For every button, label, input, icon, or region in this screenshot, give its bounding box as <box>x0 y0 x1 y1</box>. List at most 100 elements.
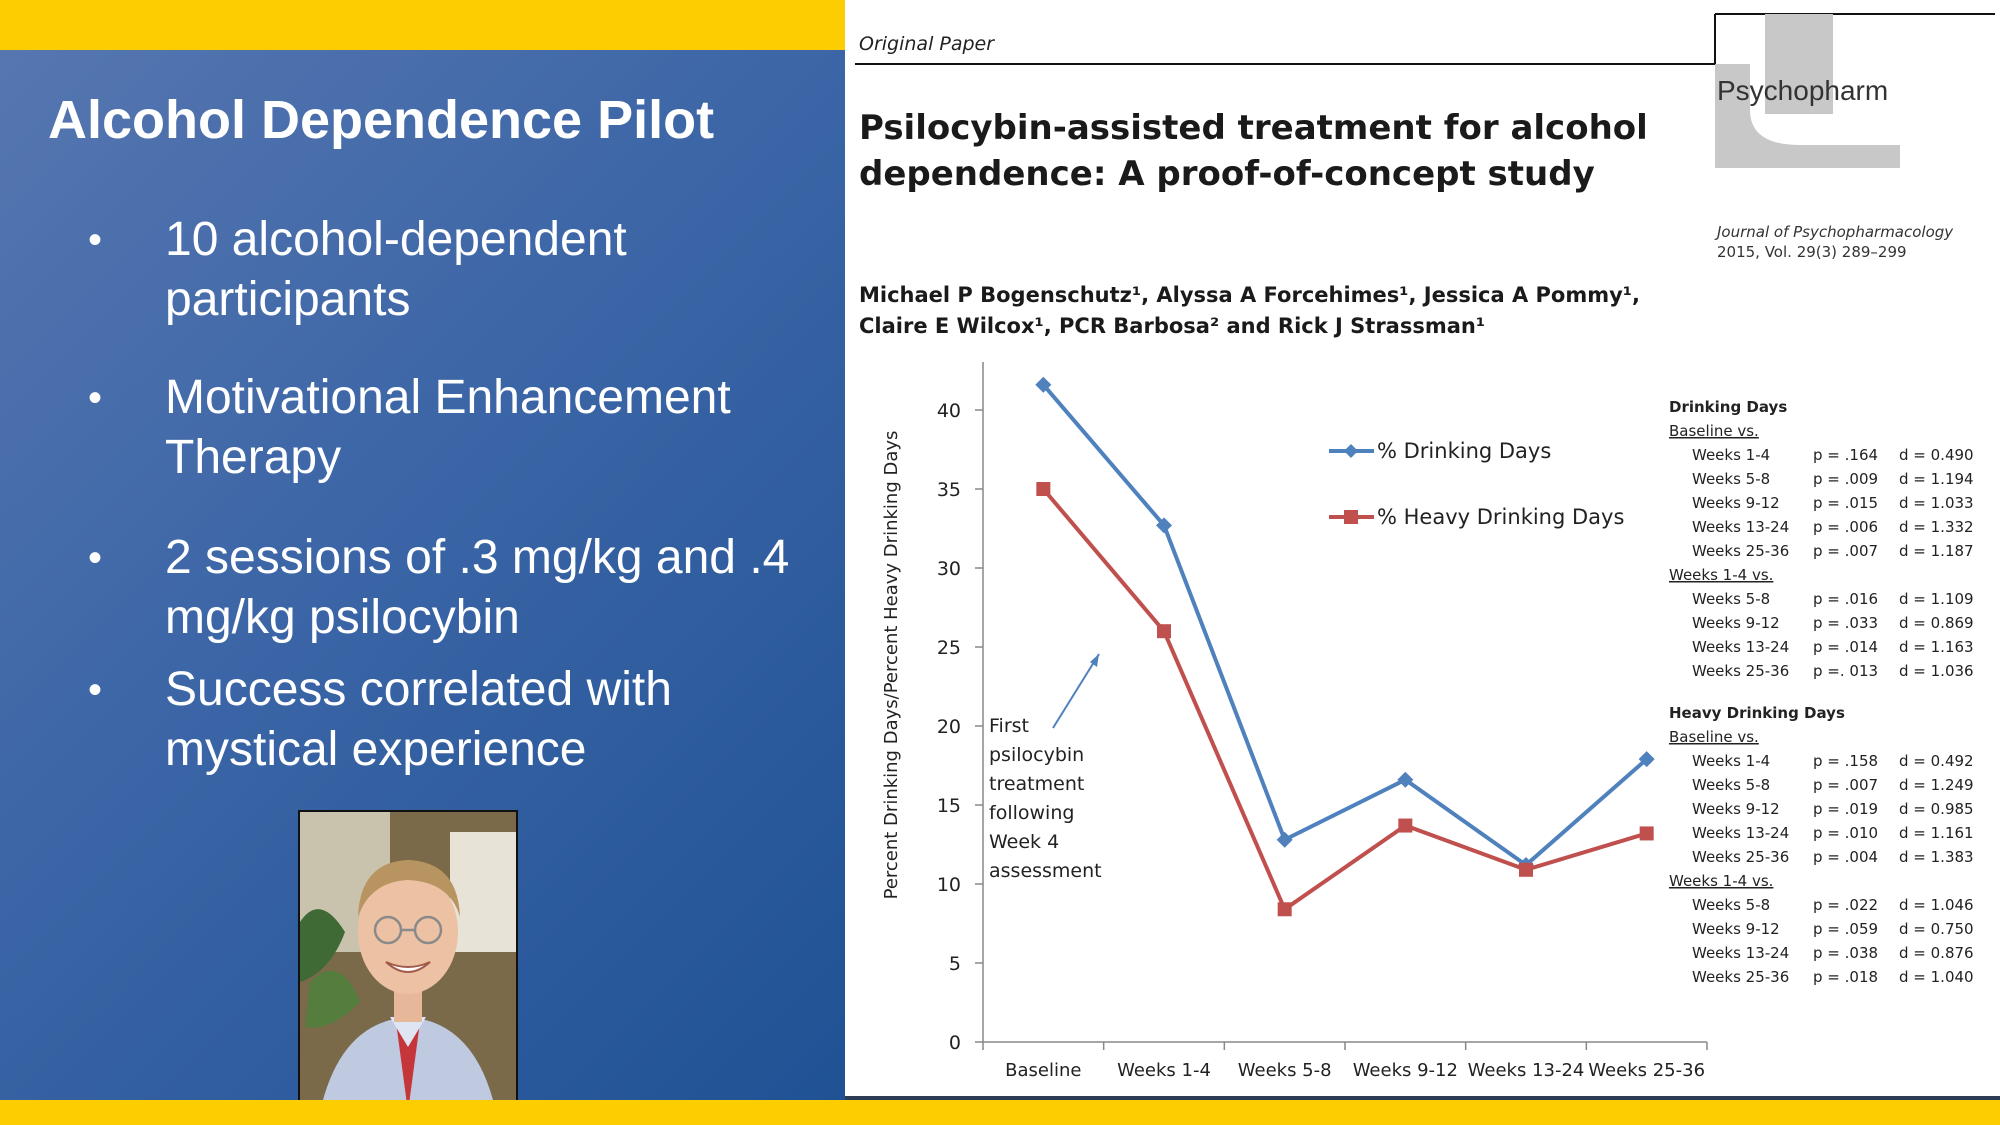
bullet-text: 2 sessions of .3 mg/kg and .4 mg/kg psil… <box>165 531 790 644</box>
y-tick-label: 35 <box>937 479 961 501</box>
stats-heading: Heavy Drinking Days <box>1669 704 1845 722</box>
annotation-text-line: First <box>989 715 1029 737</box>
stats-p-value: p = .007 <box>1813 776 1878 794</box>
y-tick-label: 20 <box>937 716 961 738</box>
annotation-arrow-line <box>1052 653 1100 729</box>
data-point-diamond <box>1035 376 1052 393</box>
stats-week: Weeks 13-24 <box>1692 944 1789 962</box>
annotation-text-line: Week 4 <box>989 831 1059 853</box>
stats-p-value: p = .038 <box>1813 944 1878 962</box>
slide-title: Alcohol Dependence Pilot <box>48 90 715 150</box>
paper-authors-line1: Michael P Bogenschutz¹, Alyssa A Forcehi… <box>859 283 1640 307</box>
annotation-text-line: assessment <box>989 860 1102 882</box>
paper-label: Original Paper <box>859 33 995 55</box>
bullet-marker: • <box>88 376 103 420</box>
stats-p-value: p =. 013 <box>1813 662 1878 680</box>
journal-issue: 2015, Vol. 29(3) 289–299 <box>1717 243 1907 261</box>
y-tick-label: 40 <box>937 400 961 422</box>
data-point-square <box>1036 482 1051 496</box>
x-tick-label: Weeks 25-36 <box>1588 1060 1705 1081</box>
journal-logo-text: Psychopharm <box>1717 75 1888 106</box>
data-point-diamond <box>1397 771 1414 788</box>
stats-d-value: d = 1.036 <box>1899 662 1974 680</box>
stats-d-value: d = 1.194 <box>1899 470 1974 488</box>
stats-week: Weeks 5-8 <box>1692 896 1770 914</box>
stats-d-value: d = 1.163 <box>1899 638 1974 656</box>
stats-week: Weeks 25-36 <box>1692 968 1789 986</box>
annotation-arrowhead <box>1090 654 1099 667</box>
stats-week: Weeks 25-36 <box>1692 662 1789 680</box>
stats-p-value: p = .014 <box>1813 638 1878 656</box>
y-tick-label: 10 <box>937 874 961 896</box>
bottom-dark-rule <box>845 1096 2000 1101</box>
y-tick-label: 0 <box>949 1032 961 1054</box>
paper-authors-line2: Claire E Wilcox¹, PCR Barbosa² and Rick … <box>859 314 1485 338</box>
series-line-2 <box>1041 487 1648 913</box>
stats-d-value: d = 1.332 <box>1899 518 1974 536</box>
stats-heading: Drinking Days <box>1669 398 1787 416</box>
stats-p-value: p = .022 <box>1813 896 1878 914</box>
stats-week: Weeks 1-4 <box>1692 752 1770 770</box>
data-point-diamond <box>1156 517 1172 534</box>
stats-p-value: p = .004 <box>1813 848 1878 866</box>
stats-week: Weeks 9-12 <box>1692 494 1780 512</box>
x-tick-label: Weeks 1-4 <box>1117 1060 1211 1081</box>
stats-p-value: p = .009 <box>1813 470 1878 488</box>
stats-p-value: p = .158 <box>1813 752 1878 770</box>
y-tick-label: 25 <box>937 637 961 659</box>
bullet-text: 10 alcohol-dependent participants <box>165 213 627 326</box>
chart-legend: % Drinking Days % Heavy Drinking Days <box>1329 439 1624 529</box>
stats-d-value: d = 0.985 <box>1899 800 1974 818</box>
legend-marker-diamond <box>1344 444 1358 458</box>
data-point-square <box>1519 862 1533 877</box>
bullet-marker: • <box>88 668 103 712</box>
stats-p-value: p = .018 <box>1813 968 1878 986</box>
portrait-photo <box>298 810 518 1114</box>
stats-p-value: p = .016 <box>1813 590 1878 608</box>
stats-p-value: p = .019 <box>1813 800 1878 818</box>
stats-week: Weeks 1-4 <box>1692 446 1770 464</box>
chart-plot-area: 0 5 10 15 20 25 30 35 40 Baseline Weeks 1-4 Weeks 5… <box>937 362 1708 1081</box>
stats-d-value: d = 1.187 <box>1899 542 1974 560</box>
stats-group-label: Baseline vs. <box>1669 728 1759 746</box>
bullet-list: • 10 alcohol-dependent participants • Mo… <box>0 0 845 1100</box>
bullet-text: Success correlated with mystical experie… <box>165 663 672 776</box>
stats-p-value: p = .164 <box>1813 446 1878 464</box>
stats-d-value: d = 1.383 <box>1899 848 1974 866</box>
stats-d-value: d = 0.492 <box>1899 752 1974 770</box>
journal-logo-bar <box>1765 14 1833 114</box>
stats-week: Weeks 13-24 <box>1692 638 1789 656</box>
stats-table: Drinking Days Baseline vs. Weeks 1-4 p = .1… <box>1669 398 1974 986</box>
legend-label: % Heavy Drinking Days <box>1377 505 1624 529</box>
stats-d-value: d = 0.869 <box>1899 614 1974 632</box>
x-tick-label: Weeks 5-8 <box>1238 1060 1332 1081</box>
paper-title-line1: Psilocybin-assisted treatment for alcoho… <box>859 108 1648 148</box>
stats-week: Weeks 5-8 <box>1692 590 1770 608</box>
paper-figure: Original Paper Psychopharm Journal of Ps… <box>855 13 1995 1081</box>
bullet-marker: • <box>88 218 103 262</box>
journal-name: Journal of Psychopharmacology <box>1714 223 1954 241</box>
stats-p-value: p = .007 <box>1813 542 1878 560</box>
stats-week: Weeks 25-36 <box>1692 542 1789 560</box>
stats-d-value: d = 0.876 <box>1899 944 1974 962</box>
data-point-diamond <box>1276 831 1293 848</box>
chart-annotation: First psilocybin treatment following Week 4 a… <box>989 653 1102 882</box>
stats-week: Weeks 9-12 <box>1692 800 1780 818</box>
stats-d-value: d = 1.033 <box>1899 494 1974 512</box>
legend-marker-square <box>1344 510 1358 524</box>
stats-week: Weeks 9-12 <box>1692 920 1780 938</box>
stats-d-value: d = 0.750 <box>1899 920 1974 938</box>
paper-page <box>845 0 2000 1096</box>
annotation-text-line: psilocybin <box>989 744 1084 766</box>
stats-p-value: p = .059 <box>1813 920 1878 938</box>
stats-d-value: d = 1.046 <box>1899 896 1974 914</box>
series-line-1 <box>1041 383 1648 868</box>
top-accent-bar <box>0 0 845 50</box>
stats-group-label: Baseline vs. <box>1669 422 1759 440</box>
stats-week: Weeks 9-12 <box>1692 614 1780 632</box>
stats-p-value: p = .015 <box>1813 494 1878 512</box>
stats-week: Weeks 5-8 <box>1692 776 1770 794</box>
stats-week: Weeks 5-8 <box>1692 470 1770 488</box>
data-point-diamond <box>1638 751 1655 768</box>
portrait-photo-icon <box>300 812 516 1112</box>
